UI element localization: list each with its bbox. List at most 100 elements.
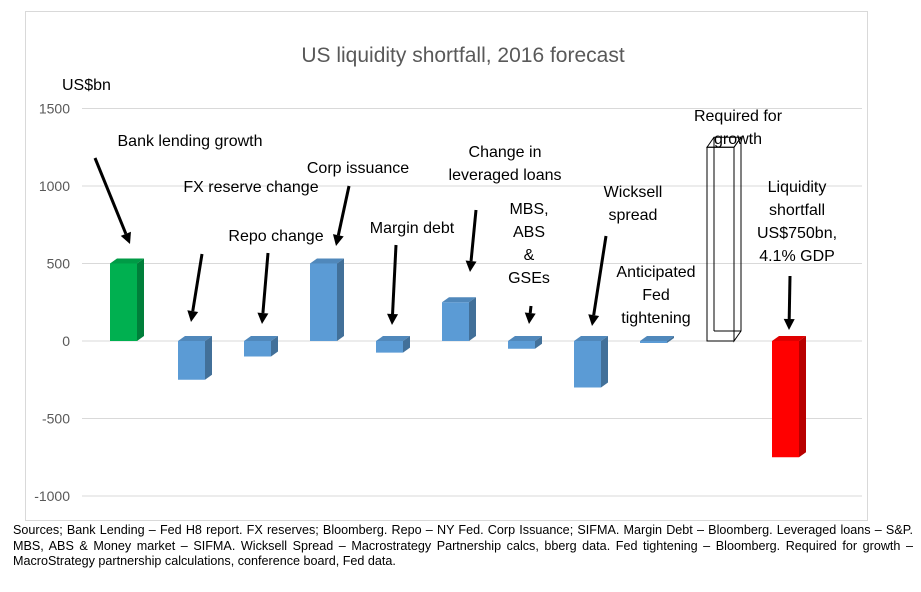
bar-front bbox=[310, 263, 337, 341]
annotation-label: Required for bbox=[694, 108, 783, 125]
annotation-arrow bbox=[524, 305, 536, 324]
annotation-arrow bbox=[783, 275, 795, 330]
annotation-arrow bbox=[187, 253, 204, 322]
bar-front bbox=[178, 341, 205, 380]
annotation-labels: Bank lending growth FX reserve change Repo… bbox=[118, 108, 838, 327]
bar bbox=[376, 336, 410, 353]
arrow-head bbox=[387, 313, 399, 325]
bar-side bbox=[337, 258, 344, 341]
bar-front bbox=[508, 341, 535, 349]
annotation-label: tightening bbox=[621, 310, 690, 327]
y-tick-label: 500 bbox=[47, 256, 71, 272]
bar-top bbox=[376, 336, 410, 341]
annotation-label: Repo change bbox=[228, 228, 323, 245]
bar-side bbox=[799, 336, 806, 458]
annotation-label: Bank lending growth bbox=[118, 133, 263, 150]
annotation-label: MBS, bbox=[509, 201, 548, 218]
bar bbox=[706, 135, 742, 343]
annotation-label: Change in bbox=[469, 144, 542, 161]
annotation-label: Wicksell bbox=[604, 184, 663, 201]
annotation-label: growth bbox=[714, 131, 762, 148]
gridlines bbox=[82, 108, 862, 497]
annotation-label: ABS bbox=[513, 224, 545, 241]
bar-side bbox=[601, 336, 608, 388]
bar-side bbox=[137, 258, 144, 341]
arrow-shaft bbox=[391, 244, 398, 315]
bar-top bbox=[310, 258, 344, 264]
arrow-head bbox=[524, 312, 536, 324]
bar-top bbox=[442, 297, 476, 303]
y-tick-label: 1000 bbox=[39, 178, 70, 194]
bar bbox=[640, 336, 674, 343]
arrow-head bbox=[465, 260, 477, 272]
annotation-arrows bbox=[93, 157, 795, 330]
y-axis-label: US$bn bbox=[62, 77, 111, 94]
bar bbox=[772, 336, 806, 458]
sources-note: Sources; Bank Lending – Fed H8 report. F… bbox=[13, 523, 913, 568]
bar-side bbox=[205, 336, 212, 380]
chart-title: US liquidity shortfall, 2016 forecast bbox=[301, 44, 624, 67]
arrow-shaft bbox=[528, 305, 533, 314]
bar-top bbox=[640, 336, 674, 341]
arrow-shaft bbox=[787, 275, 792, 320]
bar-front bbox=[442, 302, 469, 341]
y-tick-label: 0 bbox=[62, 333, 70, 349]
bar-top bbox=[772, 336, 806, 341]
bar bbox=[310, 258, 344, 341]
arrow-head bbox=[120, 231, 131, 244]
y-tick-label: 1500 bbox=[39, 101, 70, 117]
bar-front bbox=[110, 263, 137, 341]
annotation-label: Anticipated bbox=[616, 264, 695, 281]
bar-side bbox=[271, 336, 278, 357]
bar-side bbox=[667, 336, 674, 343]
annotation-arrow bbox=[332, 185, 351, 246]
bar-top bbox=[244, 336, 278, 341]
chart-frame bbox=[25, 11, 868, 521]
bar-front bbox=[574, 341, 601, 388]
arrow-head bbox=[257, 312, 269, 324]
bar-front bbox=[244, 341, 271, 357]
arrow-shaft bbox=[592, 235, 608, 316]
y-tick-label: -1000 bbox=[34, 488, 70, 504]
bar bbox=[574, 336, 608, 388]
arrow-head bbox=[783, 318, 795, 330]
annotation-label: Fed bbox=[642, 287, 670, 304]
bar bbox=[178, 336, 212, 380]
arrow-shaft bbox=[336, 185, 351, 236]
annotation-label: shortfall bbox=[769, 202, 825, 219]
annotation-arrow bbox=[588, 235, 608, 326]
bar bbox=[110, 258, 144, 341]
bar-top bbox=[178, 336, 212, 341]
arrow-shaft bbox=[191, 253, 204, 312]
bar-side bbox=[535, 336, 542, 349]
bar-top bbox=[110, 258, 144, 264]
annotation-label: GSEs bbox=[508, 270, 550, 287]
annotation-label: Liquidity bbox=[768, 179, 827, 196]
annotation-label: leveraged loans bbox=[449, 167, 562, 184]
arrow-shaft bbox=[261, 252, 270, 314]
annotation-arrow bbox=[257, 252, 270, 324]
bar bbox=[442, 297, 476, 341]
annotation-arrow bbox=[93, 157, 131, 244]
bar bbox=[244, 336, 278, 357]
bar-top bbox=[508, 336, 542, 341]
bar-front bbox=[706, 146, 735, 342]
annotation-label: FX reserve change bbox=[183, 179, 318, 196]
arrow-head bbox=[332, 234, 344, 246]
arrow-shaft bbox=[469, 209, 478, 262]
annotation-arrow bbox=[387, 244, 399, 325]
annotation-label: Corp issuance bbox=[307, 160, 409, 177]
bar-front bbox=[772, 341, 799, 458]
annotation-label: & bbox=[524, 247, 535, 264]
bar-side bbox=[403, 336, 410, 353]
chart-svg: US liquidity shortfall, 2016 forecast US… bbox=[34, 44, 862, 504]
annotation-label: US$750bn, bbox=[757, 225, 837, 242]
annotation-label: Margin debt bbox=[370, 220, 455, 237]
arrow-head bbox=[187, 310, 199, 322]
bar-front bbox=[376, 341, 403, 353]
bar-side bbox=[733, 135, 742, 343]
bars bbox=[110, 135, 806, 458]
bar-side bbox=[469, 297, 476, 341]
annotation-label: 4.1% GDP bbox=[759, 248, 835, 265]
arrow-shaft bbox=[93, 157, 128, 235]
